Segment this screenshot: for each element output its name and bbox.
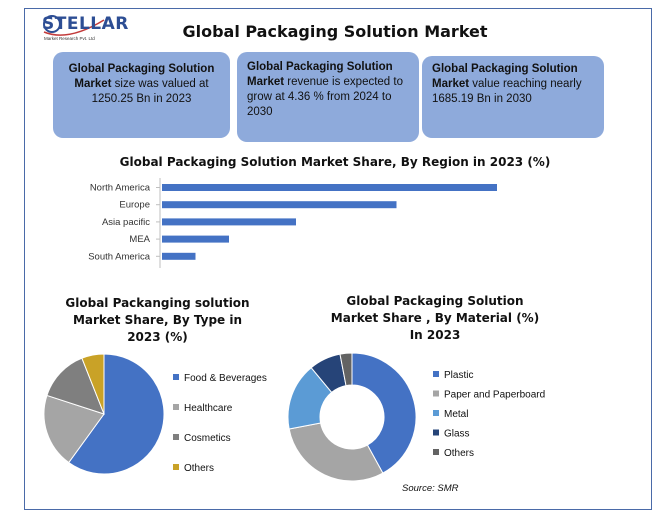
region-chart-title: Global Packaging Solution Market Share, …	[119, 155, 551, 169]
material-slice	[339, 352, 353, 387]
logo-tagline: Market Research Pvt. Ltd	[44, 36, 95, 41]
type-pie-chart: Food & Beverages Healthcare Cosmetics Other…	[43, 353, 267, 475]
material-legend-swatch	[433, 390, 439, 397]
stat-box-growth-text: revenue is expected to grow at 4.36 % fr…	[247, 76, 403, 118]
material-legend-swatch	[433, 410, 439, 416]
type-legend-swatch	[173, 404, 179, 410]
region-bar	[162, 218, 296, 226]
type-legend-swatch	[173, 434, 179, 440]
logo-word: STELLAR	[42, 14, 129, 34]
stat-box-forecast-text: value reaching nearly 1685.19 Bn in 2030	[432, 78, 582, 105]
stat-box-forecast-bold: Global Packaging Solution Market	[432, 63, 578, 90]
stat-box-growth-bold: Global Packaging Solution Market	[247, 61, 393, 88]
material-legend-label: Plastic	[444, 370, 473, 381]
type-chart-title: Global Packanging solution Market Share,…	[65, 296, 250, 344]
type-legend-label: Healthcare	[184, 403, 233, 414]
material-legend-swatch	[433, 429, 439, 436]
material-legend-label: Glass	[444, 429, 470, 440]
stat-box-forecast: Global Packaging Solution Market value r…	[422, 56, 604, 138]
region-tick-label: North America	[90, 183, 151, 194]
type-legend-label: Others	[184, 463, 214, 474]
logo-swoosh-icon	[43, 15, 105, 36]
type-legend-swatch	[173, 374, 179, 380]
region-bar	[162, 235, 229, 243]
region-bar-chart: North America Europe Asia pacific MEA South …	[88, 178, 497, 268]
material-slice	[288, 422, 384, 482]
type-slice	[68, 353, 165, 475]
region-tick-label: Europe	[119, 200, 150, 211]
page-title: Global Packaging Solution Market	[182, 22, 488, 41]
stat-box-size-text: size was valued at 1250.25 Bn in 2023	[91, 78, 209, 105]
type-legend-label: Food & Beverages	[184, 373, 267, 384]
source-note: Source: SMR	[402, 483, 459, 494]
type-legend-swatch	[173, 464, 179, 470]
region-bar	[162, 252, 196, 260]
region-tick-label: Asia pacific	[102, 217, 150, 228]
region-bar	[162, 184, 497, 191]
type-slice	[46, 357, 105, 415]
region-tick-label: MEA	[129, 234, 150, 245]
material-legend-swatch	[433, 449, 439, 455]
material-slice	[351, 352, 417, 474]
stat-box-size-bold: Global Packaging Solution Market	[68, 63, 215, 90]
stat-box-size: Global Packaging Solution Market size wa…	[53, 52, 230, 138]
material-legend-swatch	[433, 371, 439, 377]
material-donut-chart: Plastic Paper and Paperboard Metal Glass Oth…	[287, 352, 545, 482]
stellar-logo: STELLAR Market Research Pvt. Ltd	[38, 12, 128, 48]
material-legend-label: Others	[444, 448, 474, 459]
material-legend-label: Metal	[444, 409, 468, 420]
material-chart-title: Global Packaging Solution Market Share ,…	[330, 294, 540, 342]
infographic-frame	[24, 8, 652, 510]
region-tick-label: South America	[88, 251, 150, 262]
stat-box-growth: Global Packaging Solution Market revenue…	[237, 52, 419, 142]
type-legend-label: Cosmetics	[184, 433, 231, 444]
material-legend-label: Paper and Paperboard	[444, 390, 545, 401]
type-slice	[81, 353, 105, 415]
region-bar	[162, 201, 397, 209]
type-slice	[43, 394, 105, 464]
